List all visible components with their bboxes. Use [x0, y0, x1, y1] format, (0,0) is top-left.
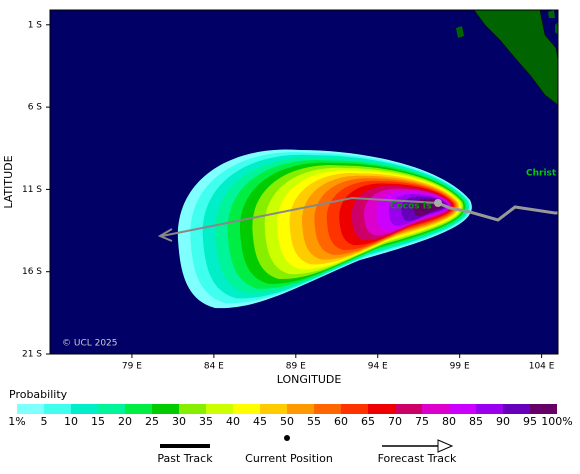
colorbar-swatch: [449, 404, 476, 414]
legend-label: Past Track: [157, 452, 213, 465]
colorbar-label: 15: [91, 415, 105, 428]
colorbar-swatch: [17, 404, 44, 414]
current-position: [434, 199, 442, 207]
map-frame: [49, 9, 559, 355]
current-position-symbol: [284, 435, 290, 441]
place-label: Cocos Is: [390, 202, 432, 212]
island: [456, 26, 464, 38]
sumatra: [473, 10, 558, 106]
forecast-track: [161, 196, 439, 237]
colorbar-swatch: [314, 404, 341, 414]
forecast-arrow: [157, 228, 173, 242]
colorbar-label: 85: [469, 415, 483, 428]
colorbar-label: 40: [226, 415, 240, 428]
colorbar-swatch: [260, 404, 287, 414]
y-tick-label: 6 S: [28, 103, 43, 113]
colorbar-label: 10: [64, 415, 78, 428]
legend-label: Current Position: [245, 452, 333, 465]
colorbar-label: 20: [118, 415, 132, 428]
y-tick-label: 16 S: [22, 267, 42, 277]
colorbar-swatch: [341, 404, 368, 414]
colorbar-swatch: [233, 404, 260, 414]
colorbar-swatch: [476, 404, 503, 414]
colorbar-label: 25: [145, 415, 159, 428]
colorbar-swatch: [395, 404, 422, 414]
colorbar-swatch: [422, 404, 449, 414]
island: [548, 10, 555, 18]
x-tick-label: 99 E: [450, 362, 470, 372]
island: [555, 22, 558, 35]
land: [456, 10, 558, 106]
x-tick-label: 89 E: [286, 362, 306, 372]
colorbar-label: 30: [172, 415, 186, 428]
colorbar-swatch: [368, 404, 395, 414]
y-tick-label: 11 S: [22, 185, 42, 195]
place-label: Christ: [526, 169, 557, 179]
y-tick-label: 21 S: [22, 350, 42, 360]
colorbar-label: 55: [307, 415, 321, 428]
colorbar-label: 45: [253, 415, 267, 428]
colorbar-label: 60: [334, 415, 348, 428]
colorbar-swatch: [125, 404, 152, 414]
y-axis-title: LATITUDE: [2, 155, 15, 208]
colorbar-label: 65: [361, 415, 375, 428]
copyright: © UCL 2025: [62, 339, 118, 349]
past-track: [437, 201, 558, 222]
colorbar-label: 5: [41, 415, 48, 428]
colorbar-title: Probability: [9, 388, 68, 401]
colorbar-swatch: [71, 404, 98, 414]
colorbar-label: 1%: [8, 415, 25, 428]
colorbar-label: 50: [280, 415, 294, 428]
x-tick-label: 79 E: [122, 362, 142, 372]
colorbar-label: 35: [199, 415, 213, 428]
x-tick-label: 104 E: [529, 362, 555, 372]
colorbar-swatch: [287, 404, 314, 414]
x-tick-label: 94 E: [368, 362, 388, 372]
legend-label: Forecast Track: [378, 452, 457, 465]
y-tick-label: 1 S: [28, 20, 43, 30]
colorbar-label: 95: [523, 415, 537, 428]
colorbar-swatch: [152, 404, 179, 414]
colorbar-swatch: [44, 404, 71, 414]
colorbar-label: 90: [496, 415, 510, 428]
colorbar-swatch: [179, 404, 206, 414]
colorbar-swatch: [206, 404, 233, 414]
colorbar-swatch: [98, 404, 125, 414]
colorbar-label: 70: [388, 415, 402, 428]
colorbar-label: 80: [442, 415, 456, 428]
colorbar-label: 100%: [541, 415, 572, 428]
colorbar-label: 75: [415, 415, 429, 428]
x-axis-title: LONGITUDE: [277, 373, 342, 386]
colorbar-swatch: [503, 404, 530, 414]
forecast-arrow-symbol: [437, 439, 454, 453]
x-tick-label: 84 E: [204, 362, 224, 372]
colorbar-swatch: [530, 404, 557, 414]
